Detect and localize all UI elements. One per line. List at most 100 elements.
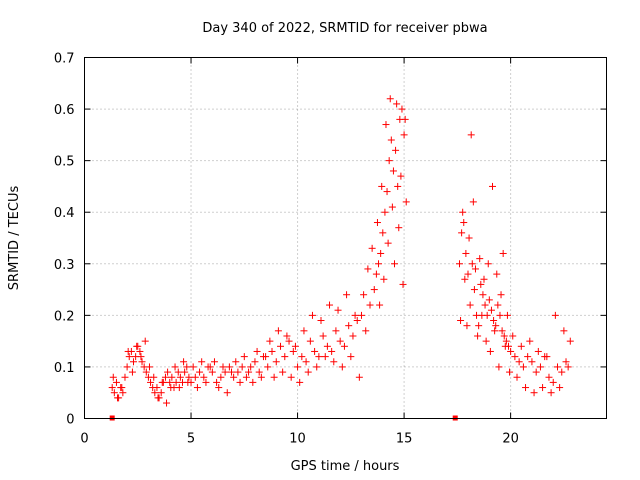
data-point bbox=[245, 368, 253, 376]
data-point bbox=[336, 337, 344, 345]
data-point bbox=[460, 219, 468, 227]
data-point bbox=[202, 378, 210, 386]
data-point bbox=[475, 322, 483, 330]
data-point bbox=[118, 384, 126, 392]
data-point bbox=[465, 234, 473, 242]
x-tick-label: 15 bbox=[396, 432, 413, 447]
data-point bbox=[130, 358, 138, 366]
data-point bbox=[462, 249, 470, 257]
data-point bbox=[566, 337, 574, 345]
data-point bbox=[176, 373, 184, 381]
data-point bbox=[323, 342, 331, 350]
data-point bbox=[389, 167, 397, 175]
data-point bbox=[471, 265, 479, 273]
y-axis-label: SRMTID / TECUs bbox=[7, 186, 22, 291]
data-point bbox=[311, 347, 319, 355]
data-point bbox=[480, 275, 488, 283]
data-point bbox=[381, 208, 389, 216]
data-point bbox=[494, 301, 502, 309]
data-point bbox=[558, 368, 566, 376]
data-point bbox=[114, 394, 122, 402]
data-point bbox=[338, 363, 346, 371]
data-point bbox=[168, 373, 176, 381]
data-point bbox=[501, 342, 509, 350]
data-point bbox=[167, 384, 175, 392]
data-point bbox=[249, 378, 257, 386]
data-point bbox=[496, 311, 504, 319]
data-point bbox=[300, 327, 308, 335]
data-point bbox=[399, 280, 407, 288]
x-axis-label: GPS time / hours bbox=[291, 459, 400, 474]
data-point bbox=[272, 358, 280, 366]
data-point bbox=[136, 347, 144, 355]
data-point bbox=[372, 270, 380, 278]
data-point bbox=[317, 317, 325, 325]
data-point bbox=[225, 363, 233, 371]
data-point bbox=[351, 311, 359, 319]
data-point bbox=[304, 368, 312, 376]
data-point bbox=[268, 347, 276, 355]
data-point bbox=[522, 384, 530, 392]
data-point bbox=[112, 378, 120, 386]
data-point bbox=[362, 327, 370, 335]
data-point bbox=[240, 353, 248, 361]
data-point bbox=[125, 353, 133, 361]
data-point bbox=[481, 301, 489, 309]
data-point bbox=[185, 373, 193, 381]
data-point bbox=[221, 368, 229, 376]
data-point bbox=[266, 337, 274, 345]
data-point bbox=[281, 353, 289, 361]
data-point bbox=[474, 332, 482, 340]
plot-frame bbox=[84, 57, 607, 419]
data-point bbox=[398, 105, 406, 113]
data-point bbox=[383, 188, 391, 196]
data-point bbox=[313, 363, 321, 371]
data-point bbox=[189, 363, 197, 371]
data-point bbox=[251, 358, 259, 366]
data-point bbox=[553, 363, 561, 371]
data-point bbox=[366, 301, 374, 309]
data-point bbox=[395, 224, 403, 232]
y-tick-label: 0 bbox=[66, 413, 74, 428]
data-point bbox=[306, 337, 314, 345]
data-point bbox=[461, 275, 469, 283]
axis-ticks: 0 5 10 15 20 0 0.1 0.2 0.3 0.4 0.5 0.6 0.7 bbox=[54, 52, 607, 447]
data-point bbox=[455, 260, 463, 268]
y-tick-label: 0.7 bbox=[54, 52, 75, 67]
data-point bbox=[137, 353, 145, 361]
data-point bbox=[490, 317, 498, 325]
data-point bbox=[308, 311, 316, 319]
data-point bbox=[133, 342, 141, 350]
data-point bbox=[545, 373, 553, 381]
data-point bbox=[360, 291, 368, 299]
data-point bbox=[274, 327, 282, 335]
data-point bbox=[213, 378, 221, 386]
data-point bbox=[485, 296, 493, 304]
data-point bbox=[151, 389, 159, 397]
data-point bbox=[532, 368, 540, 376]
data-point bbox=[154, 394, 162, 402]
data-point bbox=[287, 373, 295, 381]
data-point bbox=[175, 384, 183, 392]
data-point bbox=[400, 131, 408, 139]
data-point bbox=[539, 384, 547, 392]
data-point bbox=[402, 198, 410, 206]
x-tick-label: 5 bbox=[187, 432, 195, 447]
data-point bbox=[489, 182, 497, 190]
data-point bbox=[158, 378, 166, 386]
data-point bbox=[493, 270, 501, 278]
data-point bbox=[526, 337, 534, 345]
data-point bbox=[171, 363, 179, 371]
data-point bbox=[200, 373, 208, 381]
data-point bbox=[393, 100, 401, 108]
data-point bbox=[206, 363, 214, 371]
data-point bbox=[486, 347, 494, 355]
data-point bbox=[515, 358, 523, 366]
data-point bbox=[110, 389, 118, 397]
data-point bbox=[181, 368, 189, 376]
data-point bbox=[193, 384, 201, 392]
data-point bbox=[487, 306, 495, 314]
data-point bbox=[503, 311, 511, 319]
data-point bbox=[191, 373, 199, 381]
